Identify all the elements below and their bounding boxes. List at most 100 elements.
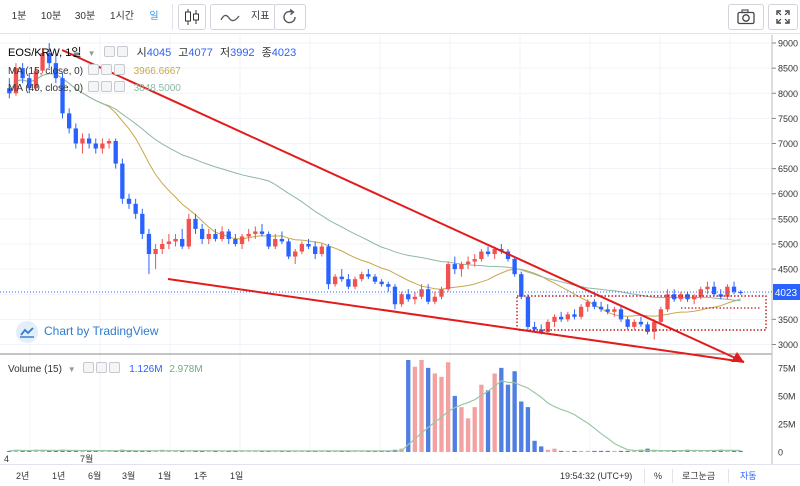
range-1w[interactable]: 1주 bbox=[194, 471, 208, 481]
upper-trendline[interactable] bbox=[61, 49, 745, 363]
volume-tick-label: 75M bbox=[778, 363, 796, 373]
high-value: 4077 bbox=[188, 47, 213, 59]
candle-body bbox=[47, 53, 52, 64]
interval-1h[interactable]: 1시간 bbox=[110, 11, 134, 22]
chart-type-button[interactable] bbox=[178, 4, 206, 30]
price-axis[interactable]: 9000 8500 8000 7500 7000 6500 6000 5500 5000 4500… bbox=[772, 39, 798, 350]
volume-bar bbox=[186, 450, 191, 452]
volume-bar bbox=[426, 367, 431, 452]
main-series-legend[interactable]: EOS/KRW, 1일 ▼ 시4045 고4077 저3992 종4023 bbox=[8, 44, 296, 62]
range-1m[interactable]: 1월 bbox=[158, 471, 172, 481]
interval-1d[interactable]: 일 bbox=[149, 11, 159, 22]
interval-10m[interactable]: 10분 bbox=[40, 11, 62, 22]
settings-icon[interactable] bbox=[100, 81, 112, 92]
candle-body bbox=[705, 286, 710, 290]
drawing-trendlines[interactable] bbox=[61, 49, 767, 363]
candle-body bbox=[392, 286, 398, 305]
volume-legend[interactable]: Volume (15) ▼ 1.126M 2.978M bbox=[8, 361, 203, 379]
camera-icon bbox=[737, 9, 755, 25]
volume-bar bbox=[672, 450, 677, 452]
candle-body bbox=[213, 233, 218, 239]
volume-bar bbox=[578, 450, 584, 452]
chevron-down-icon[interactable]: ▼ bbox=[67, 365, 76, 374]
lower-trendline[interactable] bbox=[167, 278, 745, 363]
close-icon[interactable] bbox=[113, 81, 125, 92]
ma40-legend[interactable]: MA (40, close, 0) 3848.5000 bbox=[8, 80, 181, 98]
volume-bar bbox=[725, 450, 730, 452]
tradingview-attribution[interactable]: Chart by TradingView bbox=[16, 320, 159, 343]
candle-body bbox=[339, 276, 344, 280]
volume-bar bbox=[86, 450, 92, 452]
volume-ma-value: 2.978M bbox=[169, 364, 203, 375]
volume-tick-label: 0 bbox=[778, 448, 783, 458]
price-tick-label: 9000 bbox=[778, 39, 798, 49]
volume-tick-label: 50M bbox=[778, 391, 796, 401]
price-tick-label: 5500 bbox=[778, 214, 798, 224]
range-1d[interactable]: 1일 bbox=[230, 471, 244, 481]
auto-scale-toggle[interactable]: 자동 bbox=[740, 471, 757, 481]
candle-body bbox=[625, 319, 630, 327]
eye-icon[interactable] bbox=[103, 46, 115, 57]
settings-icon[interactable] bbox=[96, 362, 108, 373]
consolidation-box[interactable] bbox=[516, 295, 767, 331]
price-tick-label: 7000 bbox=[778, 139, 798, 149]
close-icon[interactable] bbox=[109, 362, 121, 373]
clock-display[interactable]: 19:54:32 (UTC+9) bbox=[560, 471, 633, 481]
volume-ma-path bbox=[9, 380, 741, 452]
volume-bar bbox=[465, 418, 471, 452]
range-2y[interactable]: 2년 bbox=[16, 471, 30, 481]
close-label: 종 bbox=[261, 47, 272, 59]
range-6m[interactable]: 6월 bbox=[88, 471, 102, 481]
eye-icon[interactable] bbox=[87, 81, 99, 92]
ma15-value: 3966.6667 bbox=[133, 66, 181, 77]
volume-bar bbox=[492, 373, 497, 452]
candle-body bbox=[306, 243, 311, 247]
candle-body bbox=[86, 138, 92, 144]
volume-bar bbox=[153, 450, 158, 452]
candle-body bbox=[219, 231, 225, 239]
ma15-legend[interactable]: MA (15, close, 0) 3966.6667 bbox=[8, 63, 181, 81]
price-tick-label: 5000 bbox=[778, 239, 798, 249]
volume-bar bbox=[665, 450, 670, 452]
volume-bar bbox=[618, 450, 624, 452]
fullscreen-button[interactable] bbox=[768, 4, 798, 30]
settings-icon[interactable] bbox=[116, 46, 128, 57]
percent-toggle[interactable]: % bbox=[654, 471, 663, 481]
volume-bar bbox=[485, 390, 491, 452]
range-1y[interactable]: 1년 bbox=[52, 471, 66, 481]
candle-body bbox=[266, 233, 271, 247]
candle-body bbox=[259, 231, 265, 234]
volume-bar bbox=[93, 450, 98, 452]
interval-30m[interactable]: 30분 bbox=[74, 11, 96, 22]
ma40-label: MA (40, close, 0) bbox=[8, 83, 84, 94]
snapshot-button[interactable] bbox=[728, 4, 764, 30]
volume-bar bbox=[505, 384, 511, 452]
volume-bar bbox=[552, 448, 557, 452]
candle-body bbox=[173, 238, 178, 242]
candle-body bbox=[685, 294, 690, 300]
close-icon[interactable] bbox=[113, 64, 125, 75]
candle-body bbox=[618, 309, 624, 320]
settings-icon[interactable] bbox=[100, 64, 112, 75]
eye-icon[interactable] bbox=[87, 64, 99, 75]
chevron-down-icon[interactable]: ▼ bbox=[87, 49, 96, 58]
candle-body bbox=[279, 238, 285, 242]
eye-icon[interactable] bbox=[83, 362, 95, 373]
log-scale-toggle[interactable]: 로그눈금 bbox=[682, 471, 716, 481]
volume-bar bbox=[612, 450, 617, 452]
time-axis-label-4: 4 bbox=[4, 454, 9, 464]
volume-bar bbox=[731, 450, 737, 452]
volume-bar bbox=[432, 373, 437, 452]
refresh-button[interactable] bbox=[274, 4, 306, 30]
volume-bar bbox=[113, 450, 118, 452]
candle-body bbox=[552, 316, 557, 322]
volume-axis[interactable]: 75M 50M 25M 0 bbox=[778, 363, 796, 457]
volume-bar bbox=[691, 450, 697, 452]
volume-bar bbox=[545, 449, 551, 452]
close-value: 4023 bbox=[271, 47, 297, 59]
indicators-button[interactable]: 지표 bbox=[210, 4, 276, 30]
price-chart[interactable]: 9000 8500 8000 7500 7000 6500 6000 5500 5000 4500… bbox=[0, 35, 800, 486]
interval-1m[interactable]: 1분 bbox=[11, 11, 27, 22]
range-3m[interactable]: 3월 bbox=[122, 471, 136, 481]
trendline-arrowhead bbox=[731, 352, 744, 362]
